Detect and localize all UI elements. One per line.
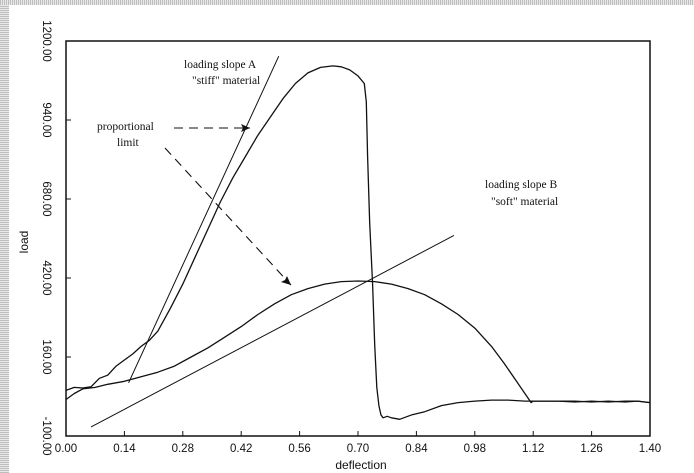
series-line-2 (65, 280, 651, 404)
y-tick-label: 420.00 (40, 260, 52, 295)
annotation-proportional-limit-line2: limit (117, 137, 140, 149)
x-tick-label: 0.70 (347, 443, 369, 455)
x-tick-label: 1.26 (580, 443, 602, 455)
y-axis-ticks: -100.00 160.00 420.00 680.00 940.00 1200.00 (40, 20, 71, 456)
arrow-head-slope-b (281, 276, 291, 285)
y-tick-label: 680.00 (40, 181, 52, 216)
annotation-slope-b-line2: "soft" material (491, 196, 558, 208)
loading-slope-b-line (90, 235, 455, 428)
x-tick-label: 0.56 (288, 443, 310, 455)
y-tick-label: 1200.00 (40, 20, 52, 62)
x-tick-label: 0.00 (55, 443, 77, 455)
x-tick-label: 0.98 (464, 443, 486, 455)
annotation-slope-a-line2: "stiff" material (192, 75, 260, 87)
annotation-slope-a-line1: loading slope A (184, 59, 257, 71)
curve-layer (65, 55, 651, 428)
y-tick-label: 160.00 (40, 339, 52, 374)
x-axis-ticks: 0.00 0.14 0.28 0.42 0.56 0.70 0.84 0.98 1.12 1.26… (55, 431, 661, 455)
arrow-to-slope-b (164, 147, 292, 286)
y-tick-label: -100.00 (40, 416, 52, 455)
x-tick-label: 0.14 (113, 443, 136, 455)
series-line-1 (65, 65, 651, 420)
arrow-head-slope-a (241, 124, 250, 132)
x-tick-label: 1.12 (522, 443, 544, 455)
x-axis-title: deflection (335, 458, 386, 472)
y-tick-label: 940.00 (40, 102, 52, 137)
annotation-proportional-limit-line1: proportional (97, 121, 154, 133)
x-tick-label: 0.42 (230, 443, 252, 455)
plot-frame (65, 40, 651, 437)
x-tick-label: 0.84 (405, 443, 428, 455)
x-tick-label: 0.28 (172, 443, 194, 455)
annotation-slope-b-line1: loading slope B (485, 179, 558, 191)
y-axis-title: load (17, 231, 31, 254)
window-frame-left (0, 0, 9, 473)
x-tick-label: 1.40 (639, 443, 661, 455)
loading-slope-a-line (128, 55, 280, 384)
window-frame-top (0, 0, 694, 5)
